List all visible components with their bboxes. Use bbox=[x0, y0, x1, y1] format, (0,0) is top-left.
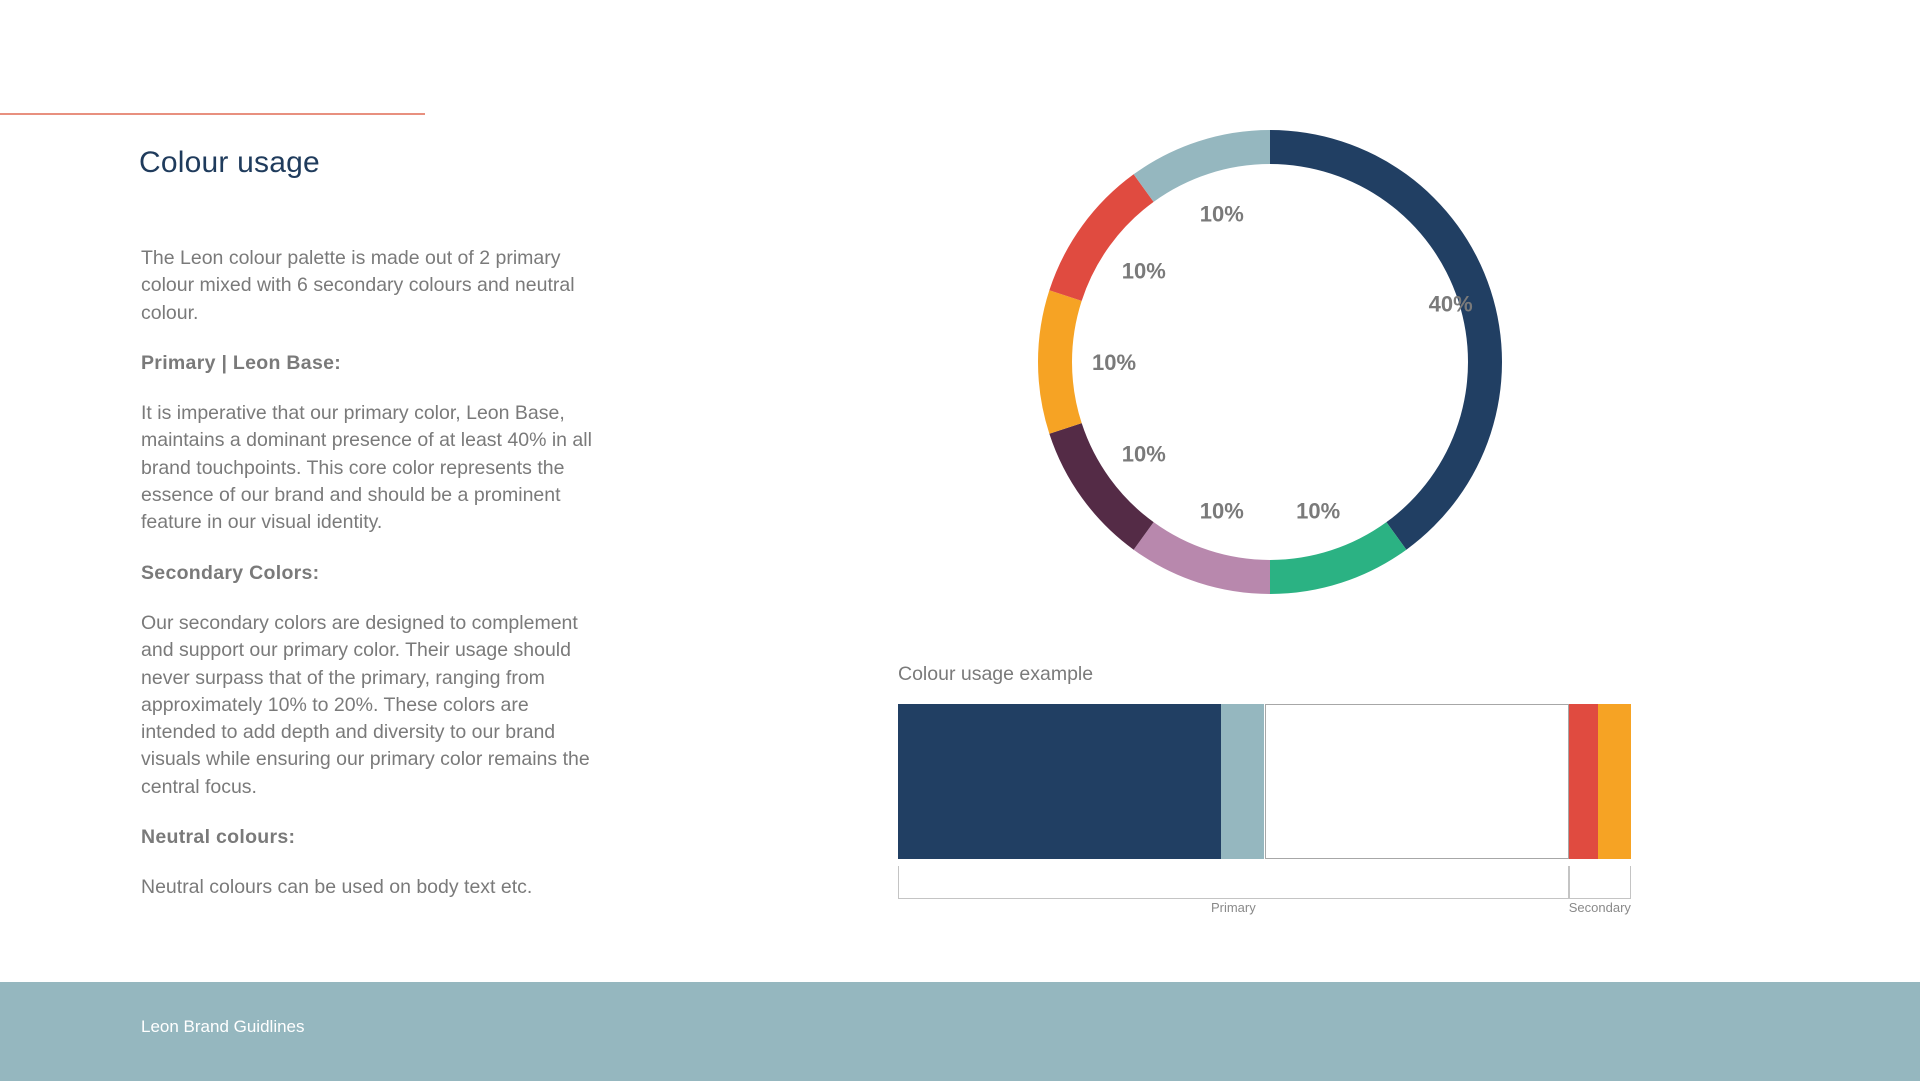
donut-slice-label: 40% bbox=[1429, 291, 1473, 316]
donut-slice bbox=[1049, 423, 1154, 550]
donut-slice bbox=[1270, 522, 1407, 594]
intro-paragraph: The Leon colour palette is made out of 2… bbox=[141, 247, 575, 324]
primary-heading: Primary | Leon Base: bbox=[141, 351, 342, 374]
bar-segment bbox=[1264, 704, 1569, 859]
bar-segment bbox=[1568, 704, 1598, 859]
example-title: Colour usage example bbox=[898, 663, 1094, 685]
donut-slice bbox=[1049, 174, 1154, 301]
colour-usage-bar bbox=[898, 704, 1631, 859]
bracket-secondary bbox=[1568, 866, 1631, 899]
neutral-paragraph: Neutral colours can be used on body text… bbox=[141, 876, 533, 899]
donut-slice-label: 10% bbox=[1200, 202, 1244, 227]
footer-text: Leon Brand Guidlines bbox=[141, 1017, 305, 1036]
page-title: Colour usage bbox=[139, 146, 320, 179]
donut-slice-label: 10% bbox=[1122, 258, 1166, 283]
bracket-primary bbox=[898, 866, 1569, 899]
donut-slice-label: 10% bbox=[1092, 350, 1136, 375]
donut-slice-label: 10% bbox=[1296, 498, 1340, 523]
bar-segment bbox=[898, 704, 1221, 859]
donut-slice bbox=[1133, 130, 1270, 202]
primary-paragraph: It is imperative that our primary color,… bbox=[141, 402, 592, 534]
bar-segment bbox=[1598, 704, 1631, 859]
footer-band bbox=[0, 982, 1920, 1081]
donut-slice bbox=[1270, 130, 1502, 550]
text-column: The Leon colour palette is made out of 2… bbox=[141, 245, 601, 902]
donut-slice-label: 10% bbox=[1122, 442, 1166, 467]
neutral-heading: Neutral colours: bbox=[141, 826, 296, 849]
donut-slice bbox=[1133, 522, 1270, 594]
bracket-label-primary: Primary bbox=[1210, 900, 1256, 915]
donut-slice bbox=[1038, 290, 1082, 434]
donut-slice-label: 10% bbox=[1200, 498, 1244, 523]
bar-segment bbox=[1220, 704, 1265, 859]
secondary-heading: Secondary Colors: bbox=[141, 561, 320, 584]
secondary-paragraph: Our secondary colors are designed to com… bbox=[141, 611, 590, 798]
colour-donut-chart: 40% 10% 10% 10% 10% 10% 10% bbox=[1038, 130, 1502, 594]
bracket-label-secondary: Secondary bbox=[1568, 900, 1631, 915]
accent-rule bbox=[0, 113, 425, 115]
